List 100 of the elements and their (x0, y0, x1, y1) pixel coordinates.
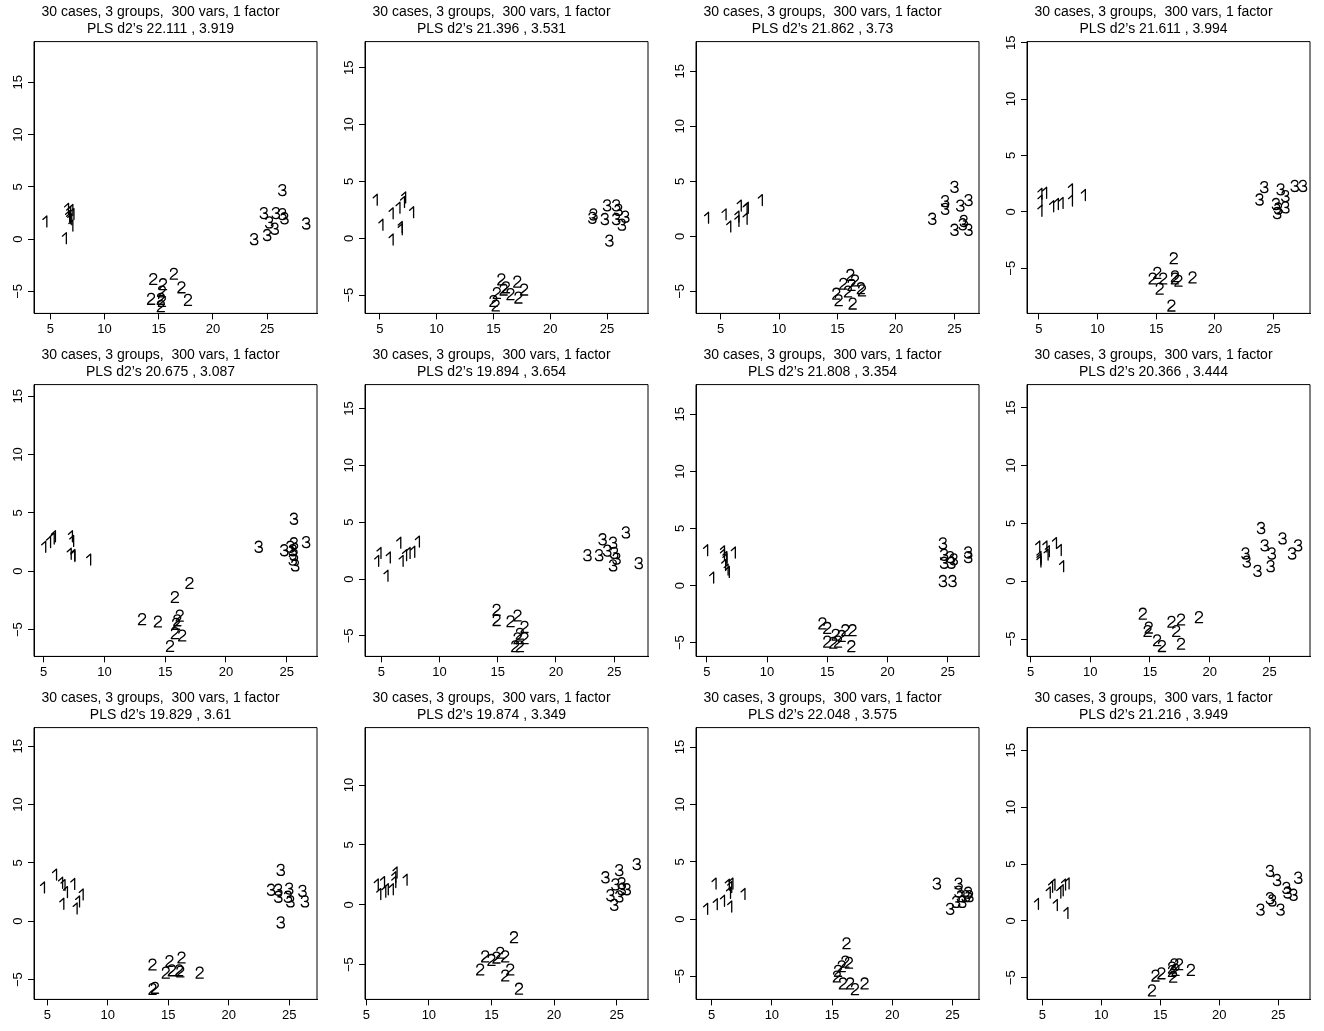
chart-title: 30 cases, 3 groups, 300 vars, 1 factor (1034, 689, 1273, 706)
point (266, 883, 276, 896)
x-tick-label: 20 (880, 663, 895, 679)
point (634, 557, 644, 570)
y-tick-label: 0 (341, 901, 357, 909)
point (1293, 539, 1303, 552)
y-tick-label: 0 (341, 575, 357, 583)
point (833, 635, 843, 648)
x-tick-label: 5 (1035, 320, 1043, 336)
y-tick-label: 10 (672, 119, 688, 134)
x-tick-label: 15 (1148, 320, 1164, 336)
point (632, 858, 642, 871)
point (515, 627, 525, 640)
x-tick-label: 5 (703, 663, 711, 679)
y-tick-label: 10 (341, 777, 357, 793)
x-tick-label: 15 (1153, 1006, 1168, 1022)
point (961, 890, 971, 903)
x-tick-label: 10 (432, 663, 447, 679)
y-tick-label: 0 (10, 235, 26, 243)
y-tick-label: −5 (1003, 260, 1019, 276)
x-tick-label: 20 (546, 1006, 562, 1022)
x-tick-label: 10 (759, 663, 775, 679)
x-tick-label: 25 (281, 1006, 297, 1022)
chart-subtitle: PLS d2’s 19.874 , 3.349 (416, 706, 567, 723)
x-tick-label: 10 (421, 1006, 437, 1022)
point (1176, 613, 1186, 626)
point (600, 213, 610, 226)
y-tick-label: −5 (1003, 631, 1019, 647)
x-tick-label: 5 (40, 663, 48, 679)
chart-title: 30 cases, 3 groups, 300 vars, 1 factor (703, 689, 942, 706)
point (927, 212, 937, 225)
x-tick-label: 15 (157, 663, 173, 679)
point (161, 966, 171, 979)
chart-title: 30 cases, 3 groups, 300 vars, 1 factor (41, 346, 280, 363)
y-tick-label: −5 (10, 622, 26, 637)
y-tick-label: 5 (10, 183, 26, 191)
x-tick-label: 15 (161, 1006, 176, 1022)
y-tick-label: 5 (341, 518, 357, 526)
point (1169, 252, 1179, 265)
chart-subtitle: PLS d2’s 20.366 , 3.444 (1078, 363, 1229, 380)
point (1293, 871, 1303, 884)
point (1259, 181, 1269, 194)
chart-title: 30 cases, 3 groups, 300 vars, 1 factor (41, 3, 280, 20)
y-tick-label: 5 (672, 524, 688, 533)
point (157, 285, 167, 298)
y-tick-label: 5 (1003, 151, 1019, 160)
chart-title: 30 cases, 3 groups, 300 vars, 1 factor (1034, 3, 1273, 20)
x-tick-label: 15 (824, 1006, 840, 1022)
point (1167, 965, 1177, 978)
point (938, 575, 948, 588)
x-tick-label: 20 (888, 320, 904, 336)
point (509, 931, 519, 944)
point (1256, 522, 1266, 535)
x-tick-label: 20 (1207, 320, 1223, 336)
x-tick-label: 25 (1266, 320, 1281, 336)
y-tick-label: −5 (1003, 970, 1019, 986)
point (153, 615, 163, 628)
y-tick-label: 15 (672, 739, 688, 755)
y-tick-label: 15 (1003, 400, 1019, 415)
chart-subtitle: PLS d2’s 20.675 , 3.087 (85, 363, 236, 380)
point (270, 222, 280, 235)
y-tick-label: 0 (10, 567, 26, 575)
x-tick-label: 10 (764, 1006, 780, 1022)
point (621, 526, 631, 539)
point (271, 207, 281, 220)
chart-title: 30 cases, 3 groups, 300 vars, 1 factor (703, 3, 942, 20)
x-tick-label: 5 (708, 1006, 716, 1022)
point (177, 629, 187, 642)
y-tick-label: 0 (1003, 577, 1019, 585)
y-tick-label: −5 (672, 635, 688, 651)
x-tick-label: 10 (1094, 1006, 1109, 1022)
point (300, 895, 310, 908)
y-tick-label: 0 (341, 234, 357, 242)
point (137, 613, 147, 626)
point (475, 963, 485, 976)
y-tick-label: 5 (341, 177, 357, 186)
point (514, 982, 524, 995)
point (1174, 958, 1184, 971)
y-tick-label: 5 (10, 509, 26, 517)
point (959, 215, 969, 227)
y-tick-label: 0 (672, 232, 688, 240)
y-tick-label: 10 (672, 797, 688, 812)
y-tick-label: 10 (10, 127, 26, 142)
x-tick-label: 15 (151, 320, 166, 336)
point (165, 639, 175, 653)
y-tick-label: 15 (341, 60, 357, 75)
point (510, 640, 520, 653)
y-tick-label: 10 (341, 458, 357, 473)
y-tick-label: 15 (1003, 35, 1019, 50)
y-tick-label: 15 (10, 75, 26, 90)
point (609, 898, 619, 911)
x-tick-label: 25 (1270, 1006, 1286, 1022)
x-tick-label: 5 (716, 320, 725, 336)
point (594, 549, 604, 562)
x-tick-label: 20 (218, 663, 234, 679)
point (602, 199, 612, 212)
y-tick-label: 15 (10, 389, 26, 404)
point (617, 218, 627, 231)
y-tick-label: −5 (672, 969, 688, 984)
y-tick-label: 15 (1003, 743, 1019, 758)
